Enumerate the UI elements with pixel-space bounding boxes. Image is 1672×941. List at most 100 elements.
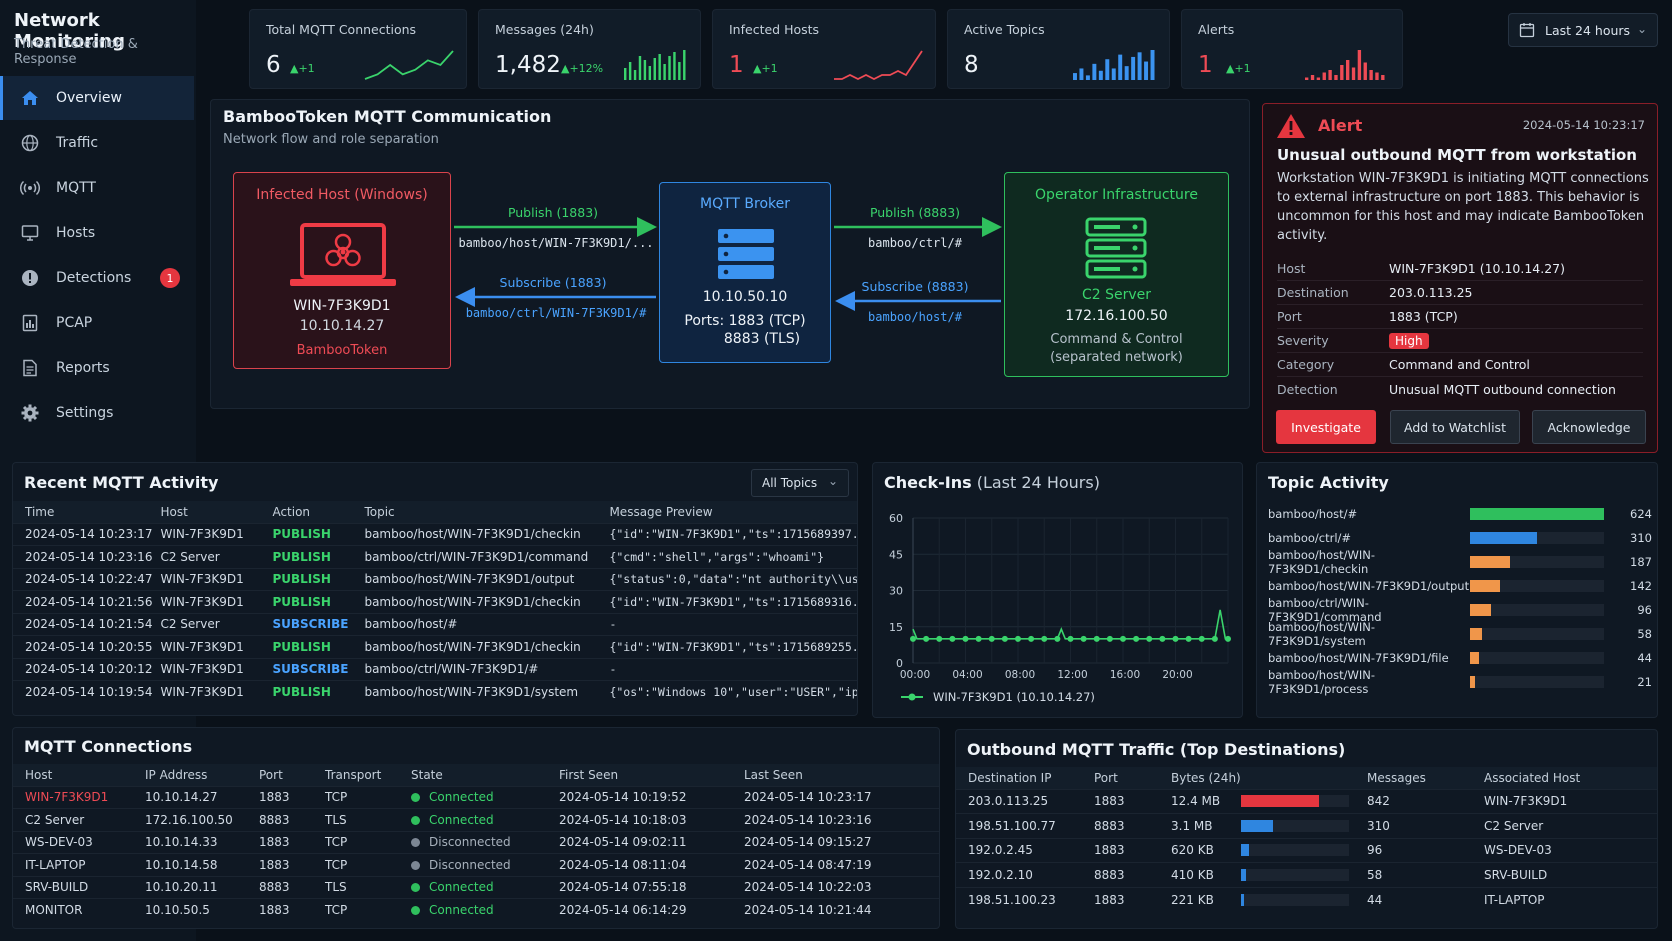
topic-row[interactable]: bamboo/host/WIN-7F3K9D1/checkin 187 xyxy=(1268,548,1652,576)
checkins-title-main: Check-Ins xyxy=(884,473,972,492)
table-row[interactable]: 2024-05-14 10:19:54 WIN-7F3K9D1 PUBLISH bam… xyxy=(13,680,857,703)
table-row[interactable]: 2024-05-14 10:20:12 WIN-7F3K9D1 SUBSCRIBE b… xyxy=(13,657,857,681)
sidebar-item-reports[interactable]: Reports xyxy=(0,346,194,390)
kpi-card-active-topics[interactable]: Active Topics 8 xyxy=(947,9,1170,89)
operator-infrastructure-node[interactable]: Operator Infrastructure C2 Server 172.16… xyxy=(1004,172,1229,377)
col-header[interactable]: Host xyxy=(152,501,265,523)
table-row[interactable]: WIN-7F3K9D1 10.10.14.27 1883 TCP Connected 20… xyxy=(13,785,939,809)
table-row[interactable]: WS-DEV-03 10.10.14.33 1883 TCP Disconnected 2… xyxy=(13,830,939,854)
sidebar-item-pcap[interactable]: PCAP xyxy=(0,301,194,345)
table-row[interactable]: C2 Server 172.16.100.50 8883 TLS Connected 20… xyxy=(13,808,939,831)
table-row[interactable]: 198.51.100.77 8883 3.1 MB 310 C2 Server xyxy=(956,813,1657,838)
table-row[interactable]: 2024-05-14 10:23:16 C2 Server PUBLISH bambo… xyxy=(13,545,857,568)
sidebar-item-mqtt[interactable]: MQTT xyxy=(0,166,194,210)
table-row[interactable]: 2024-05-14 10:20:55 WIN-7F3K9D1 PUBLISH bam… xyxy=(13,635,857,658)
sidebar-item-settings[interactable]: Settings xyxy=(0,391,194,435)
col-header[interactable]: Host xyxy=(13,764,137,786)
status-dot xyxy=(411,793,420,803)
outbound-traffic-panel: Outbound MQTT Traffic (Top Destinations)… xyxy=(955,729,1658,929)
data-point xyxy=(1185,635,1192,642)
topic-row[interactable]: bamboo/ctrl/# 310 xyxy=(1268,526,1652,550)
topic-row[interactable]: bamboo/host/WIN-7F3K9D1/system 58 xyxy=(1268,620,1652,648)
table-row[interactable]: 192.0.2.45 1883 620 KB 96 WS-DEV-03 xyxy=(956,837,1657,863)
mqtt-broker-node[interactable]: MQTT Broker 10.10.50.10 Ports: 1883 (TCP… xyxy=(659,182,831,363)
sparkline-bar xyxy=(678,62,681,80)
topic-row[interactable]: bamboo/host/WIN-7F3K9D1/output 142 xyxy=(1268,574,1652,598)
alert-desc-line: uncommon for this host and may indicate … xyxy=(1277,209,1645,224)
status-text: Connected xyxy=(429,880,494,895)
time-range-select[interactable]: Last 24 hours ⌄ xyxy=(1508,13,1658,47)
topic-row[interactable]: bamboo/host/WIN-7F3K9D1/process 21 xyxy=(1268,668,1652,696)
topic-row[interactable]: bamboo/ctrl/WIN-7F3K9D1/command 96 xyxy=(1268,596,1652,624)
table-row[interactable]: 198.51.100.23 1883 221 KB 44 IT-LAPTOP xyxy=(956,886,1657,912)
subscribe-1883-topic: bamboo/ctrl/WIN-7F3K9D1/# xyxy=(465,306,647,320)
alert-field-severity: Severity High xyxy=(1277,329,1643,353)
table-row[interactable]: MONITOR 10.10.50.5 1883 TCP Connected 2024-05… xyxy=(13,898,939,921)
col-header[interactable]: Topic xyxy=(356,501,602,523)
detections-count-badge: 1 xyxy=(160,268,180,288)
kpi-bar-sparkline xyxy=(1073,50,1155,80)
col-header[interactable]: Time xyxy=(13,501,153,523)
table-cell: 2024-05-14 10:21:56 xyxy=(13,590,153,613)
table-row[interactable]: 192.0.2.10 8883 410 KB 58 SRV-BUILD xyxy=(956,862,1657,887)
col-header[interactable]: Action xyxy=(264,501,357,523)
col-header[interactable]: Associated Host xyxy=(1476,767,1657,789)
table-row[interactable]: 2024-05-14 10:21:54 C2 Server SUBSCRIBE bam… xyxy=(13,612,857,636)
sparkline-bar xyxy=(1328,70,1332,80)
sidebar-item-traffic[interactable]: Traffic xyxy=(0,121,194,165)
col-header[interactable]: Destination IP xyxy=(956,767,1086,789)
investigate-button[interactable]: Investigate xyxy=(1276,410,1376,444)
sidebar-item-hosts[interactable]: Hosts xyxy=(0,211,194,255)
col-header[interactable]: Last Seen xyxy=(736,764,939,786)
table-cell: WIN-7F3K9D1 xyxy=(152,680,265,703)
col-header[interactable]: Port xyxy=(251,764,317,786)
col-header[interactable]: Message Preview xyxy=(601,501,857,523)
table-cell: 2024-05-14 10:22:47 xyxy=(13,567,153,591)
table-cell: 2024-05-14 09:15:27 xyxy=(736,830,939,854)
topic-row[interactable]: bamboo/host/# 624 xyxy=(1268,502,1652,526)
infected-host-node[interactable]: Infected Host (Windows) WIN-7F3K9D1 10.1… xyxy=(233,172,451,369)
subscribe-8883-topic: bamboo/host/# xyxy=(868,310,962,324)
acknowledge-button[interactable]: Acknowledge xyxy=(1532,410,1646,444)
table-cell: 12.4 MB xyxy=(1163,788,1359,814)
table-row[interactable]: 203.0.113.25 1883 12.4 MB 842 WIN-7F3K9D1 xyxy=(956,788,1657,814)
data-point xyxy=(1159,635,1166,642)
sidebar-item-overview[interactable]: Overview xyxy=(0,76,194,120)
col-header[interactable]: State xyxy=(403,764,551,786)
col-header[interactable]: First Seen xyxy=(551,764,736,786)
col-header[interactable]: Transport xyxy=(317,764,403,786)
table-row[interactable]: 2024-05-14 10:21:56 WIN-7F3K9D1 PUBLISH bam… xyxy=(13,590,857,613)
kpi-card-messages[interactable]: Messages (24h) 1,482 ▲+12% xyxy=(478,9,701,89)
kpi-card-alerts[interactable]: Alerts 1 ▲+1 xyxy=(1181,9,1403,89)
col-header[interactable]: Port xyxy=(1086,767,1163,789)
kpi-value: 1,482 xyxy=(495,52,561,78)
kpi-bar-sparkline xyxy=(1305,50,1385,80)
table-row[interactable]: IT-LAPTOP 10.10.14.58 1883 TCP Disconnected 2… xyxy=(13,853,939,876)
subscribe-8883-label: Subscribe (8883) xyxy=(861,279,969,294)
table-row[interactable]: 2024-05-14 10:22:47 WIN-7F3K9D1 PUBLISH bam… xyxy=(13,567,857,591)
kpi-card-connections[interactable]: Total MQTT Connections 6 ▲+1 xyxy=(249,9,467,89)
kpi-card-infected-hosts[interactable]: Infected Hosts 1 ▲+1 xyxy=(712,9,936,89)
table-cell: 10.10.14.33 xyxy=(137,830,251,854)
table-cell: 172.16.100.50 xyxy=(137,808,251,831)
sidebar-item-detections[interactable]: Detections 1 xyxy=(0,256,194,300)
add-to-watchlist-button[interactable]: Add to Watchlist xyxy=(1390,410,1520,444)
field-key: Port xyxy=(1277,309,1302,324)
table-row[interactable]: SRV-BUILD 10.10.20.11 8883 TLS Connected 2024… xyxy=(13,875,939,899)
topic-count: 624 xyxy=(1630,507,1652,521)
col-header[interactable]: Bytes (24h) xyxy=(1163,767,1359,789)
table-cell: PUBLISH xyxy=(264,567,357,591)
chevron-down-icon: ⌄ xyxy=(1636,22,1647,36)
sparkline-bar xyxy=(624,68,627,80)
infected-host-name: WIN-7F3K9D1 xyxy=(293,298,391,314)
alert-desc-line: to external infrastructure on port 1883.… xyxy=(1277,190,1640,205)
alert-desc-line: activity. xyxy=(1277,228,1328,243)
outbound-title: Outbound MQTT Traffic (Top Destinations) xyxy=(967,740,1346,759)
topic-filter-select[interactable]: All Topics ⌄ xyxy=(751,469,849,497)
col-header[interactable]: Messages xyxy=(1359,767,1476,789)
status-dot xyxy=(411,815,420,825)
c2-role-line1: Command & Control xyxy=(1050,332,1183,347)
topic-row[interactable]: bamboo/host/WIN-7F3K9D1/file 44 xyxy=(1268,646,1652,670)
col-header[interactable]: IP Address xyxy=(137,764,251,786)
table-row[interactable]: 2024-05-14 10:23:17 WIN-7F3K9D1 PUBLISH bam… xyxy=(13,522,857,546)
